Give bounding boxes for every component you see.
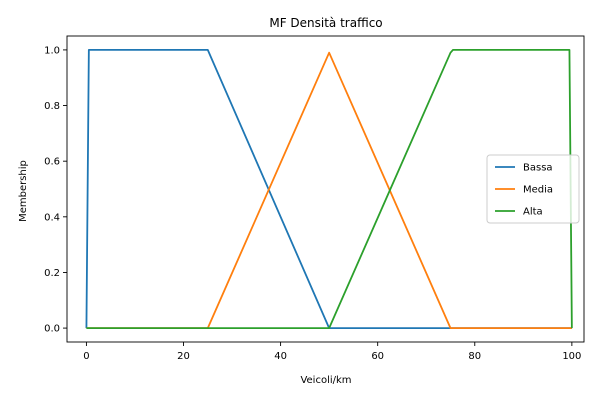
- legend-box: [486, 154, 580, 224]
- x-tick-label: 100: [562, 351, 581, 362]
- x-tick-label: 0: [83, 351, 89, 362]
- x-tick-label: 20: [177, 351, 190, 362]
- x-tick-label: 80: [468, 351, 481, 362]
- legend-label-alta: Alta: [523, 207, 543, 218]
- legend-label-media: Media: [523, 185, 553, 196]
- x-axis-label: Veicoli/km: [300, 375, 351, 386]
- y-tick-label: 1.0: [44, 45, 60, 56]
- y-tick-label: 0.0: [44, 324, 60, 335]
- y-tick-label: 0.2: [44, 268, 60, 279]
- y-tick-label: 0.6: [44, 157, 60, 168]
- series-line-alta: [86, 49, 573, 329]
- series-line-bassa: [85, 49, 572, 329]
- y-tick-label: 0.4: [44, 212, 60, 223]
- plot-area: 0 20 40 60 80 100 0.0 0.2 0.4 0.6 0.8 1.0: [44, 35, 585, 362]
- x-tick-label: 60: [371, 351, 384, 362]
- x-tick-label: 40: [274, 351, 287, 362]
- y-tick-label: 0.8: [44, 101, 60, 112]
- plot-frame: [66, 35, 585, 343]
- y-axis-label: Membership: [18, 160, 29, 222]
- legend-label-bassa: Bassa: [523, 163, 553, 174]
- legend: Bassa Media Alta: [486, 154, 580, 224]
- chart-title: MF Densità traffico: [269, 16, 382, 30]
